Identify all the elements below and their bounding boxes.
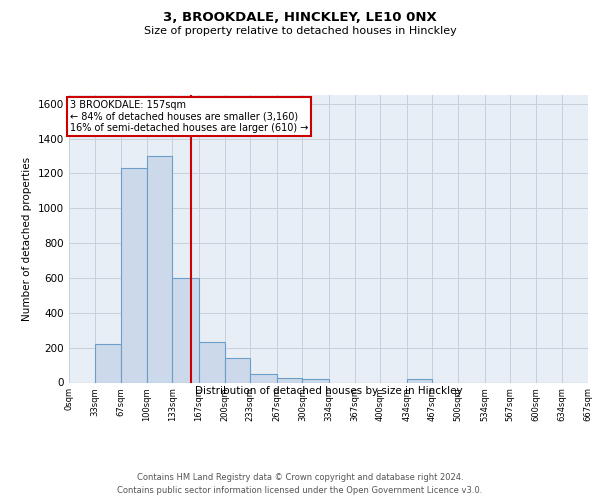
Text: Contains HM Land Registry data © Crown copyright and database right 2024.
Contai: Contains HM Land Registry data © Crown c… <box>118 474 482 495</box>
Bar <box>224 358 250 382</box>
Bar <box>121 168 147 382</box>
Bar <box>302 379 329 382</box>
Bar <box>407 379 433 382</box>
Bar <box>199 342 224 382</box>
Y-axis label: Number of detached properties: Number of detached properties <box>22 156 32 321</box>
Bar <box>250 374 277 382</box>
Bar <box>172 278 199 382</box>
Text: Size of property relative to detached houses in Hinckley: Size of property relative to detached ho… <box>143 26 457 36</box>
Text: 3 BROOKDALE: 157sqm
← 84% of detached houses are smaller (3,160)
16% of semi-det: 3 BROOKDALE: 157sqm ← 84% of detached ho… <box>70 100 308 134</box>
Bar <box>147 156 172 382</box>
Bar <box>95 344 121 383</box>
Bar <box>277 378 302 382</box>
Text: Distribution of detached houses by size in Hinckley: Distribution of detached houses by size … <box>195 386 463 396</box>
Text: 3, BROOKDALE, HINCKLEY, LE10 0NX: 3, BROOKDALE, HINCKLEY, LE10 0NX <box>163 11 437 24</box>
